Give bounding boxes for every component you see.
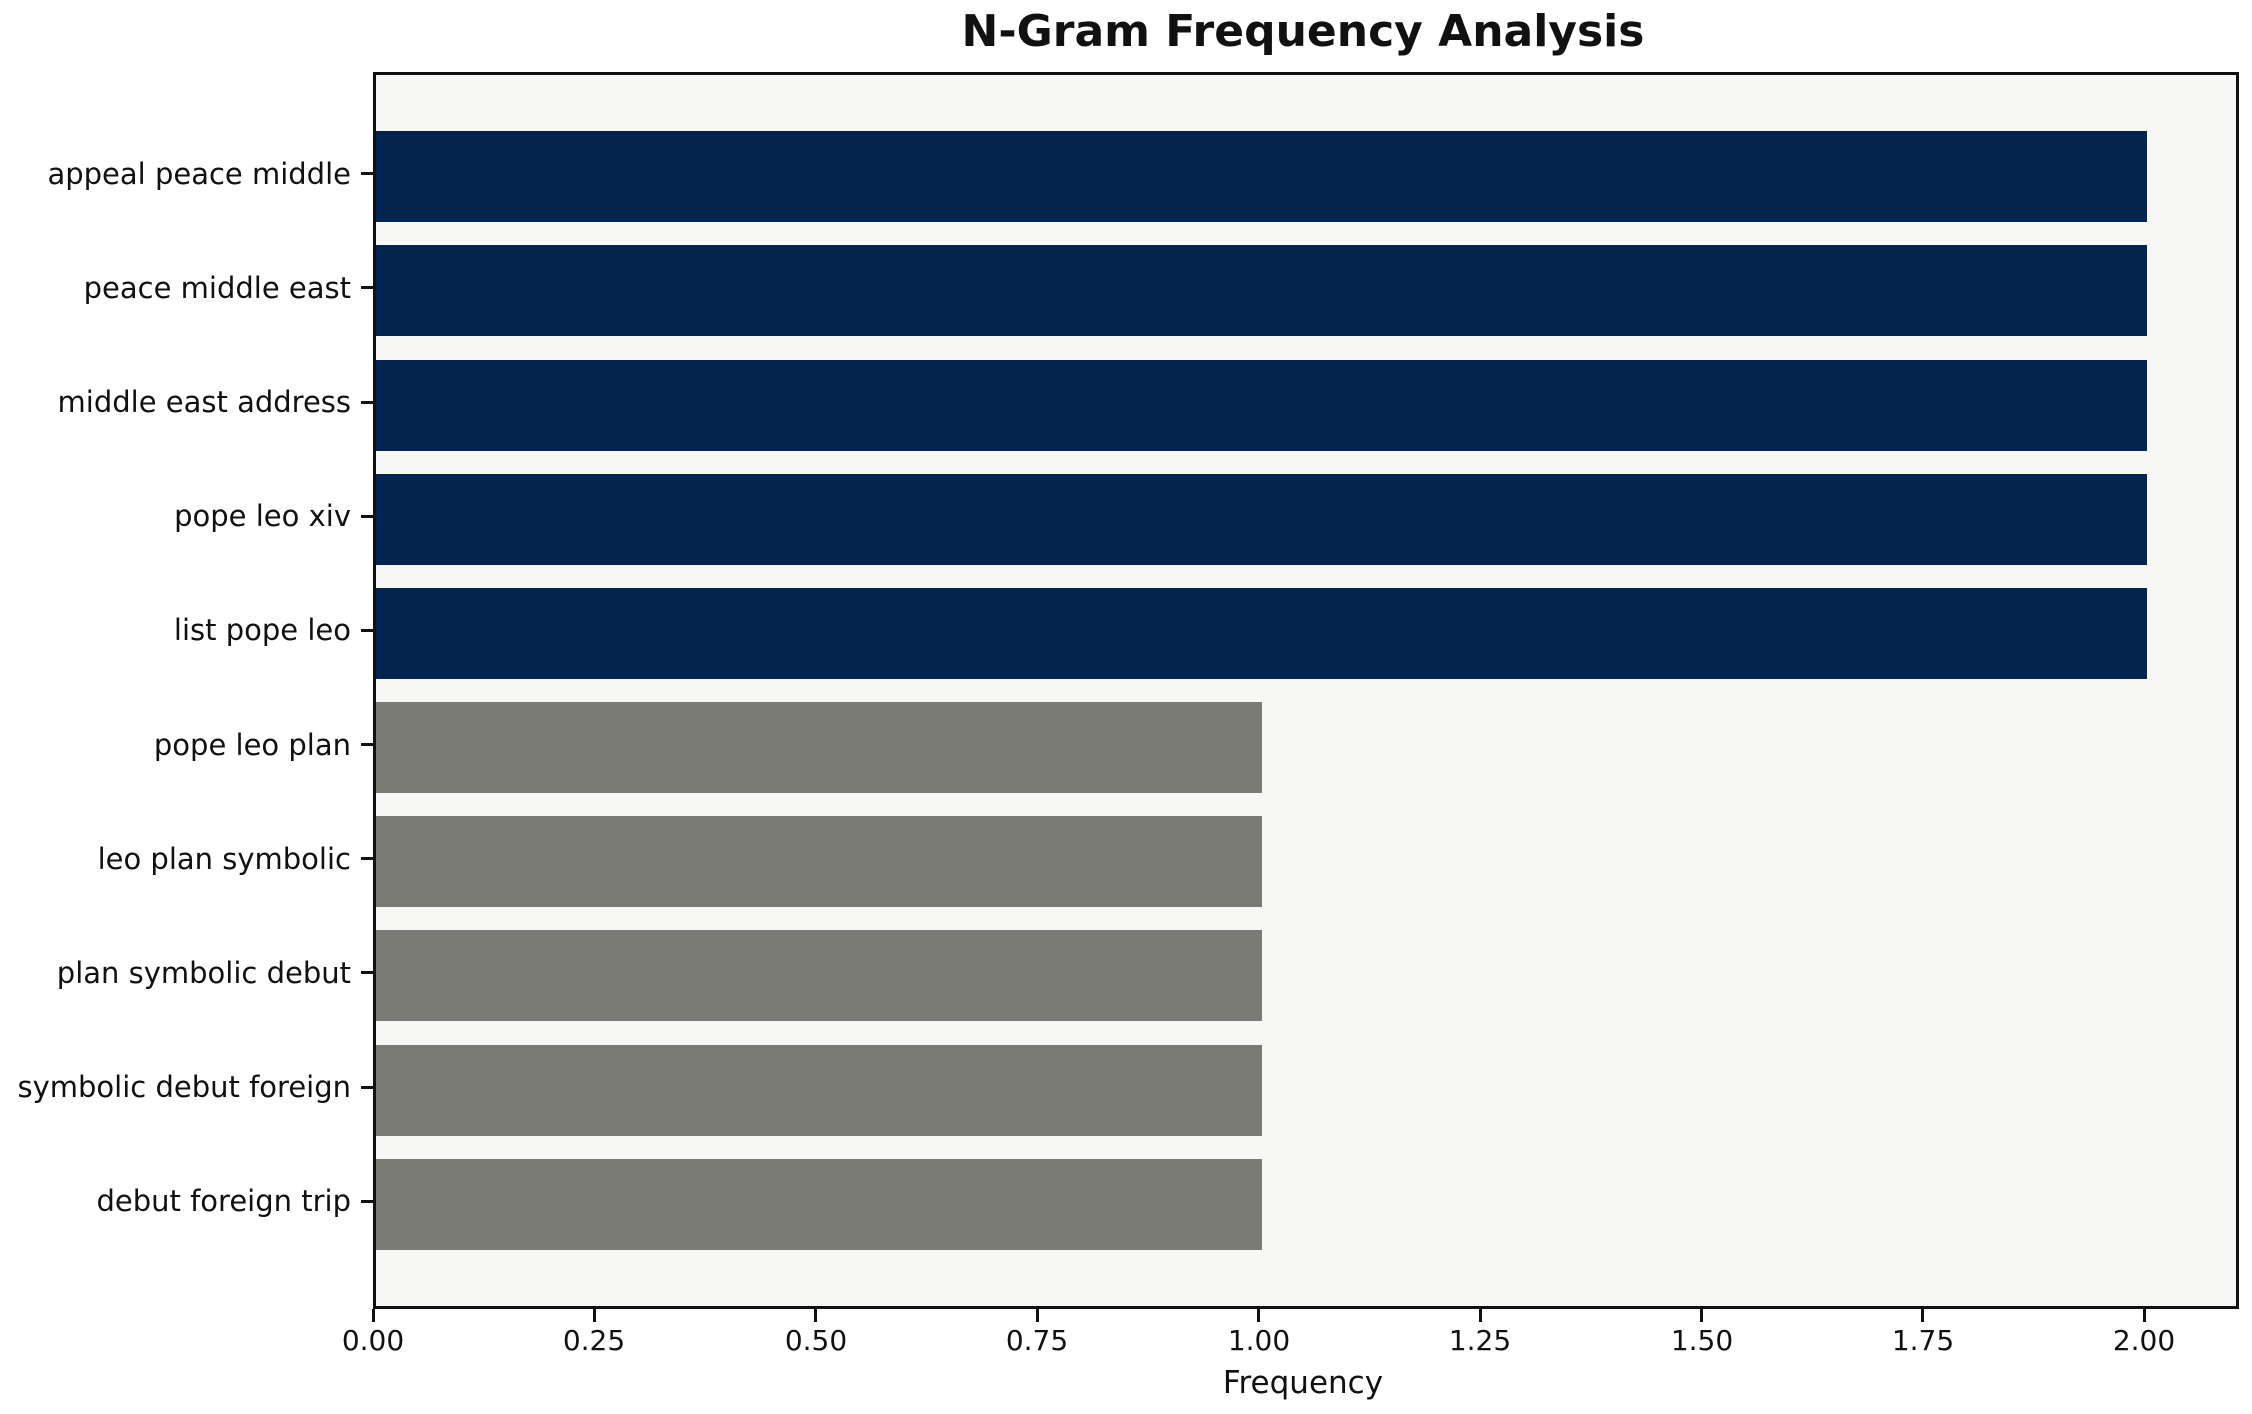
bar (376, 245, 2147, 336)
x-tick-label: 1.50 (1670, 1324, 1734, 1357)
bar (376, 702, 1262, 793)
y-tick-mark (361, 401, 373, 404)
x-tick-label: 1.75 (1891, 1324, 1955, 1357)
x-axis-label: Frequency (1222, 1365, 1384, 1401)
x-tick-mark (1700, 1309, 1703, 1322)
y-tick-label: pope leo xiv (174, 499, 351, 533)
x-tick-mark (814, 1309, 817, 1322)
y-tick-label: leo plan symbolic (97, 842, 351, 876)
y-tick-mark (361, 1200, 373, 1203)
bar (376, 474, 2147, 565)
x-tick-label: 1.00 (1227, 1324, 1291, 1357)
x-tick-label: 0.50 (784, 1324, 848, 1357)
y-tick-mark (361, 857, 373, 860)
x-tick-label: 1.25 (1448, 1324, 1512, 1357)
y-tick-label: pope leo plan (153, 728, 351, 762)
y-tick-mark (361, 172, 373, 175)
bar (376, 131, 2147, 222)
plot-area (373, 72, 2239, 1309)
bar (376, 360, 2147, 451)
bar (376, 816, 1262, 907)
chart-title: N-Gram Frequency Analysis (961, 6, 1645, 57)
x-tick-mark (1036, 1309, 1039, 1322)
bar (376, 588, 2147, 679)
x-tick-label: 0.00 (341, 1324, 405, 1357)
x-tick-mark (1479, 1309, 1482, 1322)
bar (376, 930, 1262, 1021)
x-tick-mark (593, 1309, 596, 1322)
y-tick-label: debut foreign trip (96, 1184, 351, 1218)
bar (376, 1159, 1262, 1250)
y-tick-mark (361, 971, 373, 974)
x-tick-mark (2143, 1309, 2146, 1322)
y-tick-mark (361, 1086, 373, 1089)
y-tick-mark (361, 515, 373, 518)
x-tick-mark (1257, 1309, 1260, 1322)
x-tick-mark (372, 1309, 375, 1322)
y-tick-mark (361, 286, 373, 289)
y-tick-mark (361, 629, 373, 632)
x-tick-label: 2.00 (2112, 1324, 2176, 1357)
y-tick-label: plan symbolic debut (56, 956, 351, 990)
x-tick-label: 0.25 (562, 1324, 626, 1357)
y-tick-mark (361, 743, 373, 746)
x-tick-mark (1921, 1309, 1924, 1322)
y-tick-label: peace middle east (83, 271, 351, 305)
y-tick-label: list pope leo (173, 613, 351, 647)
y-tick-label: middle east address (57, 385, 351, 419)
x-tick-label: 0.75 (1005, 1324, 1069, 1357)
y-tick-label: appeal peace middle (47, 157, 351, 191)
bar (376, 1045, 1262, 1136)
y-tick-label: symbolic debut foreign (17, 1070, 352, 1104)
